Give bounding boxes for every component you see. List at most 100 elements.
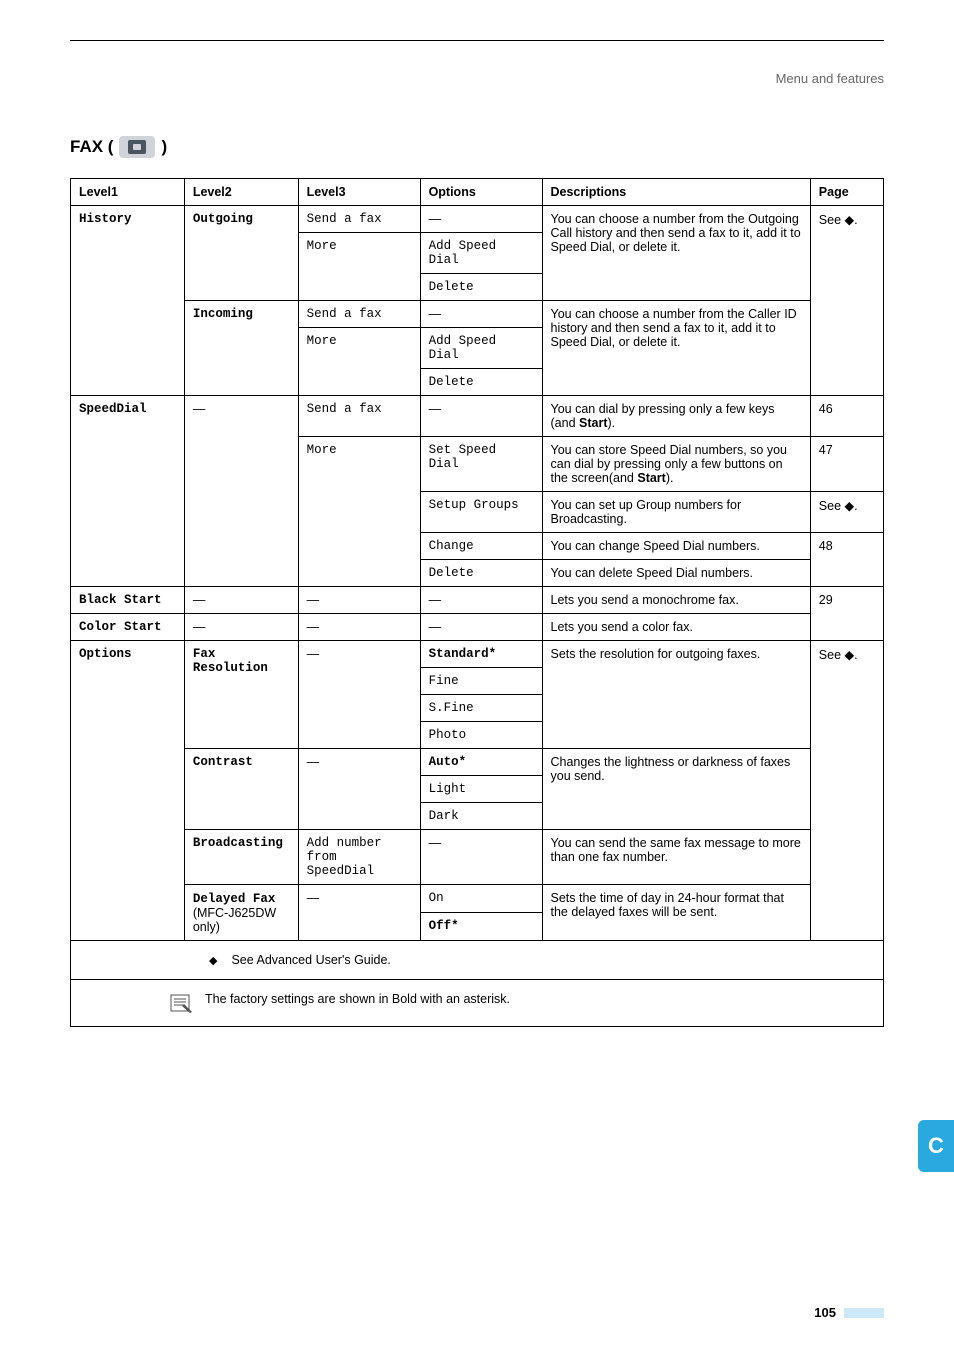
cell-desc: Changes the lightness or darkness of fax… xyxy=(542,749,810,830)
table-row: SpeedDial — Send a fax — You can dial by… xyxy=(71,396,884,437)
cell-desc: You can choose a number from the Outgoin… xyxy=(542,206,810,301)
cell-option: — xyxy=(420,830,542,885)
cell-desc: Lets you send a color fax. xyxy=(542,614,810,641)
cell-page: 47 xyxy=(810,437,883,492)
cell-desc: You can dial by pressing only a few keys… xyxy=(542,396,810,437)
cell-level3: More xyxy=(298,233,420,301)
cell-level3: — xyxy=(298,749,420,830)
cell-level1: Color Start xyxy=(71,614,185,641)
cell-level3: Send a fax xyxy=(298,206,420,233)
table-footer-row: See Advanced User's Guide. xyxy=(71,941,884,980)
table-header-row: Level1 Level2 Level3 Options Description… xyxy=(71,179,884,206)
cell-level3: Send a fax xyxy=(298,301,420,328)
table-row: Broadcasting Add number from SpeedDial —… xyxy=(71,830,884,885)
fax-menu-table: Level1 Level2 Level3 Options Description… xyxy=(70,178,884,1027)
cell-level3: — xyxy=(298,885,420,941)
cell-level3: More xyxy=(298,437,420,587)
cell-level1: Options xyxy=(71,641,185,941)
cell-option: Dark xyxy=(420,803,542,830)
table-row: Color Start — — — Lets you send a color … xyxy=(71,614,884,641)
cell-option: — xyxy=(420,206,542,233)
breadcrumb: Menu and features xyxy=(70,71,884,86)
cell-option: — xyxy=(420,396,542,437)
cell-option: Change xyxy=(420,533,542,560)
cell-desc: You can delete Speed Dial numbers. xyxy=(542,560,810,587)
section-title: FAX ( ) xyxy=(70,136,884,158)
title-prefix: FAX ( xyxy=(70,137,113,157)
note-icon xyxy=(169,992,195,1014)
cell-page: 48 xyxy=(810,533,883,587)
cell-page: 46 xyxy=(810,396,883,437)
cell-level2: — xyxy=(184,614,298,641)
table-row: History Outgoing Send a fax — You can ch… xyxy=(71,206,884,233)
cell-level2: Contrast xyxy=(184,749,298,830)
cell-level2: — xyxy=(184,396,298,587)
title-suffix: ) xyxy=(161,137,167,157)
cell-level2: Delayed Fax (MFC-J625DW only) xyxy=(184,885,298,941)
cell-option: — xyxy=(420,614,542,641)
table-row: Incoming Send a fax — You can choose a n… xyxy=(71,301,884,328)
cell-level1: SpeedDial xyxy=(71,396,185,587)
table-row: Delayed Fax (MFC-J625DW only) — On Sets … xyxy=(71,885,884,913)
diamond-icon xyxy=(209,953,221,967)
cell-level3: — xyxy=(298,641,420,749)
cell-option: Add Speed Dial xyxy=(420,233,542,274)
cell-level1: Black Start xyxy=(71,587,185,614)
cell-option: Off* xyxy=(420,913,542,941)
cell-option: Delete xyxy=(420,560,542,587)
cell-level3: — xyxy=(298,587,420,614)
table-row: Black Start — — — Lets you send a monoch… xyxy=(71,587,884,614)
cell-level3: — xyxy=(298,614,420,641)
top-rule xyxy=(70,40,884,41)
cell-option: Standard* xyxy=(420,641,542,668)
cell-option: Delete xyxy=(420,369,542,396)
cell-desc: Sets the resolution for outgoing faxes. xyxy=(542,641,810,749)
cell-desc: You can store Speed Dial numbers, so you… xyxy=(542,437,810,492)
cell-level2: Outgoing xyxy=(184,206,298,301)
th-level3: Level3 xyxy=(298,179,420,206)
cell-level1: History xyxy=(71,206,185,396)
cell-option: Setup Groups xyxy=(420,492,542,533)
cell-page: See ◆. xyxy=(810,492,883,533)
cell-level3: Send a fax xyxy=(298,396,420,437)
cell-level3: Add number from SpeedDial xyxy=(298,830,420,885)
cell-option: Delete xyxy=(420,274,542,301)
cell-option: Auto* xyxy=(420,749,542,776)
th-page: Page xyxy=(810,179,883,206)
cell-desc: You can change Speed Dial numbers. xyxy=(542,533,810,560)
cell-level2: Broadcasting xyxy=(184,830,298,885)
cell-page: See ◆. xyxy=(810,206,883,396)
cell-option: Set Speed Dial xyxy=(420,437,542,492)
cell-option: Fine xyxy=(420,668,542,695)
cell-option: — xyxy=(420,301,542,328)
cell-desc: You can choose a number from the Caller … xyxy=(542,301,810,396)
cell-level3: More xyxy=(298,328,420,396)
th-level2: Level2 xyxy=(184,179,298,206)
cell-level2: — xyxy=(184,587,298,614)
cell-page: See ◆. xyxy=(810,641,883,941)
cell-page: 29 xyxy=(810,587,883,641)
cell-option: Light xyxy=(420,776,542,803)
cell-option: Photo xyxy=(420,722,542,749)
th-level1: Level1 xyxy=(71,179,185,206)
cell-option: On xyxy=(420,885,542,913)
table-row: Contrast — Auto* Changes the lightness o… xyxy=(71,749,884,776)
footer-text-1: See Advanced User's Guide. xyxy=(231,953,390,967)
cell-desc: You can set up Group numbers for Broadca… xyxy=(542,492,810,533)
cell-desc: You can send the same fax message to mor… xyxy=(542,830,810,885)
footer-text-2: The factory settings are shown in Bold w… xyxy=(205,992,510,1006)
page-bar-icon xyxy=(844,1308,884,1318)
cell-option: S.Fine xyxy=(420,695,542,722)
cell-option: — xyxy=(420,587,542,614)
chapter-tab: C xyxy=(918,1120,954,1172)
cell-level2: Incoming xyxy=(184,301,298,396)
table-footer-row: The factory settings are shown in Bold w… xyxy=(71,980,884,1027)
cell-desc: Lets you send a monochrome fax. xyxy=(542,587,810,614)
table-row: Options Fax Resolution — Standard* Sets … xyxy=(71,641,884,668)
cell-level2: Fax Resolution xyxy=(184,641,298,749)
cell-desc: Sets the time of day in 24-hour format t… xyxy=(542,885,810,941)
cell-option: Add Speed Dial xyxy=(420,328,542,369)
fax-icon xyxy=(119,136,155,158)
th-options: Options xyxy=(420,179,542,206)
page-number: 105 xyxy=(814,1305,884,1320)
